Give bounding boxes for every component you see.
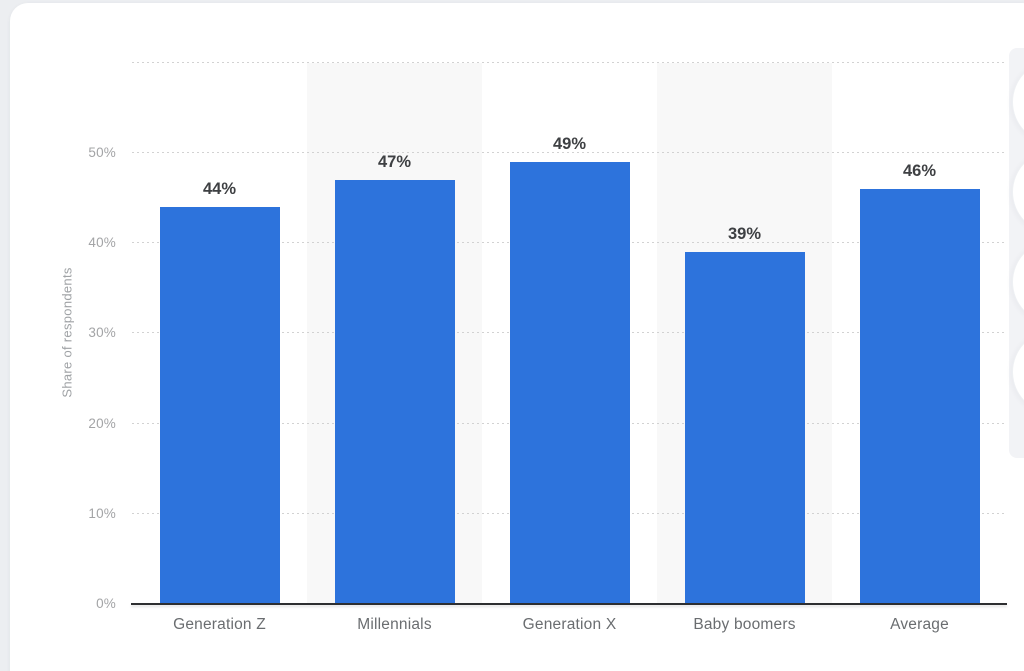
gridline [132, 61, 1007, 64]
chart-card: Share of respondents 0% 10% 20% 30% 40% 50% 44… [10, 3, 1024, 671]
bar[interactable] [509, 162, 630, 604]
bar-value-label: 39% [727, 225, 762, 244]
bar-chart: Share of respondents 0% 10% 20% 30% 40% 50% 44… [10, 3, 1024, 671]
y-tick-label: 40% [88, 235, 116, 251]
y-tick-label: 20% [88, 415, 116, 431]
bar[interactable] [159, 207, 280, 604]
bar[interactable] [859, 189, 980, 604]
bar-value-label: 49% [552, 135, 587, 154]
y-tick-label: 50% [88, 145, 116, 160]
y-tick-label: 10% [88, 505, 116, 521]
x-category-label: Generation Z [173, 616, 266, 633]
x-axis-line [131, 603, 1007, 605]
x-category-label: Millennials [357, 616, 432, 633]
y-tick-label: 0% [96, 596, 116, 611]
gridline [132, 152, 1007, 154]
x-category-label: Baby boomers [693, 616, 796, 633]
x-category-label: Average [890, 616, 949, 633]
bar-value-label: 44% [202, 180, 237, 199]
x-category-label: Generation X [522, 616, 617, 633]
y-tick-label: 30% [88, 325, 116, 341]
bar-value-label: 46% [902, 162, 937, 181]
bar-value-label: 47% [377, 153, 412, 172]
bar[interactable] [334, 180, 455, 604]
bar[interactable] [684, 252, 805, 604]
